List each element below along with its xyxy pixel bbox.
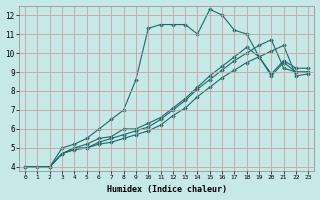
X-axis label: Humidex (Indice chaleur): Humidex (Indice chaleur): [107, 185, 227, 194]
